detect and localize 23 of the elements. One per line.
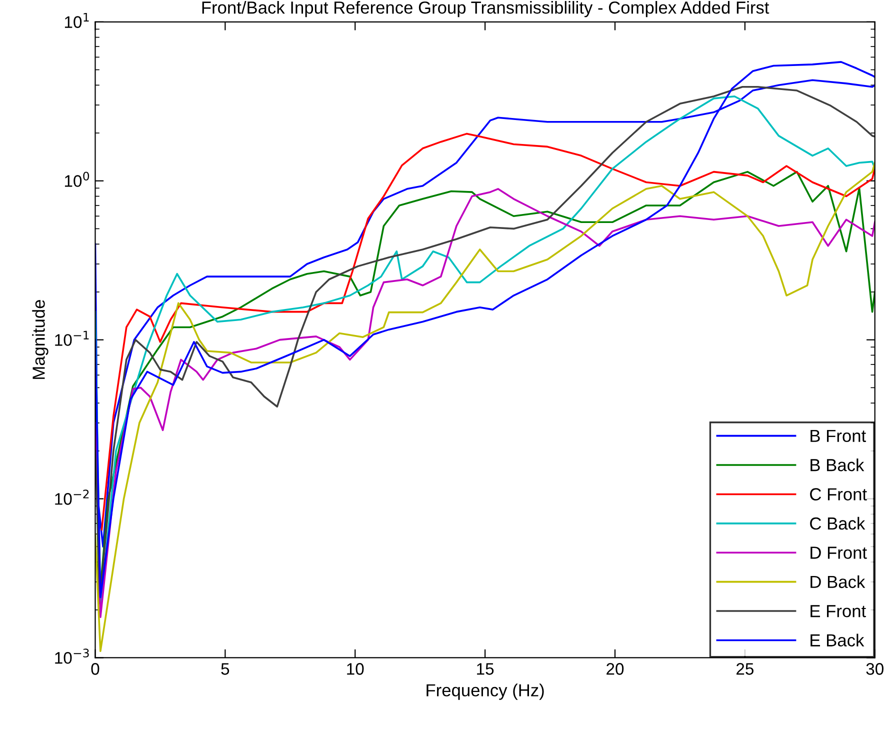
y-axis-title: Magnitude [32,300,48,379]
y-tick-label: 10$^{1}$ [64,12,89,28]
x-tick-label: 20 [606,663,624,675]
x-tick-label: 30 [866,663,884,675]
legend-label: E Back [810,634,864,646]
legend-label: B Back [810,458,864,472]
chart-title: Front/Back Input Reference Group Transmissiblility - Complex Added First [202,0,770,18]
legend-label: D Front [810,546,867,559]
legend-label: E Front [810,605,866,618]
y-tick-label: 10$^{−1}$ [55,330,89,346]
x-axis-title: Frequency (Hz) [426,684,544,700]
y-tick-label: 10$^{−3}$ [55,648,89,664]
x-tick-label: 15 [477,663,494,675]
x-tick-label: 5 [221,663,230,675]
y-tick-label: 10$^{−2}$ [55,490,89,505]
legend-label: C Back [810,516,866,530]
legend-label: B Front [810,430,866,442]
y-tick-label: 10$^{0}$ [64,172,90,187]
x-tick-label: 0 [91,663,100,675]
legend-label: D Back [810,575,866,588]
legend-label: C Front [810,488,867,500]
x-tick-label: 25 [736,663,754,675]
x-tick-label: 10 [347,663,364,675]
